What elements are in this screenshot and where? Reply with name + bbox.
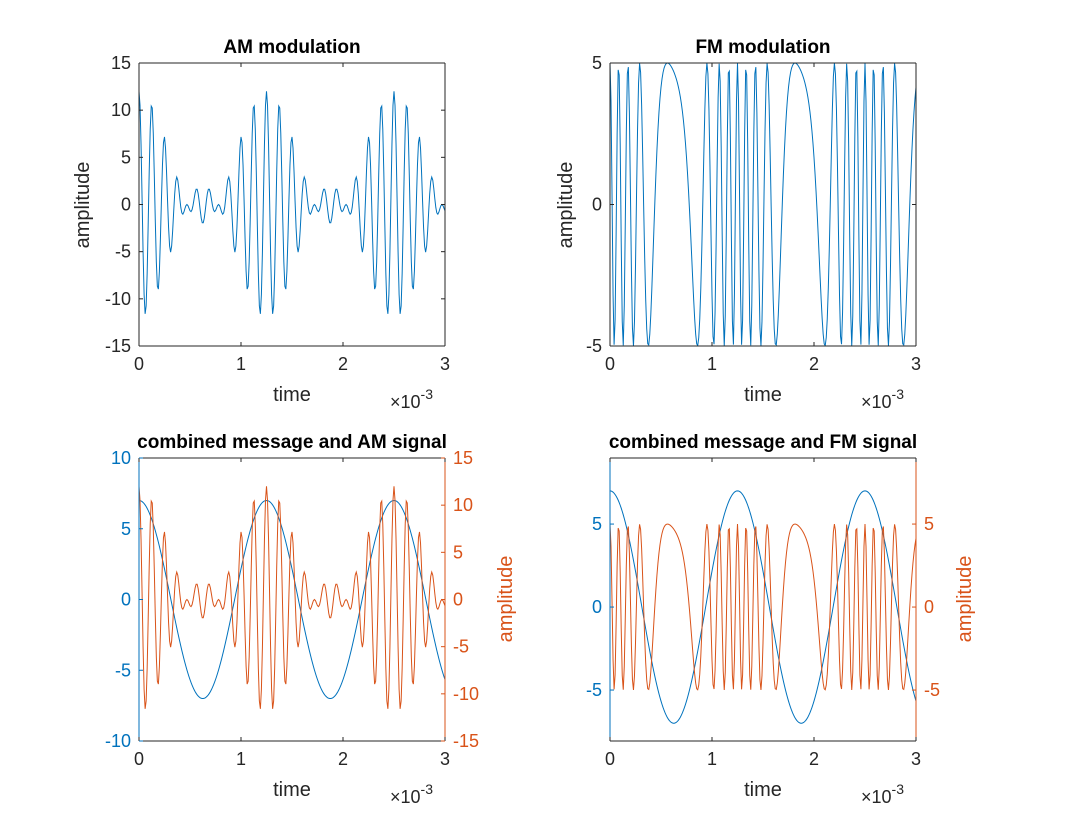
chart-title: FM modulation [695, 37, 830, 58]
x-axis-label: time [273, 779, 311, 801]
y-tick-label-right: 0 [453, 590, 463, 610]
y-tick-label-left: 5 [121, 147, 131, 167]
axes: 0 1 2 3 -10 -5 0 5 10 -15 -10 -5 0 5 10 15 [105, 448, 479, 769]
series-line-fm-signal [610, 63, 916, 346]
y-tick-label-left: 10 [111, 100, 131, 120]
y-tick-label-right: 15 [453, 448, 473, 468]
series-line-fm-signal [610, 523, 916, 691]
y-tick-label-right: -15 [453, 731, 479, 751]
x-axis-label: time [744, 384, 782, 406]
y-tick-label-left: 0 [121, 590, 131, 610]
chart-title: AM modulation [223, 37, 360, 58]
plot-area [610, 490, 916, 724]
y-tick-label-left: -5 [115, 660, 131, 680]
x-exponent-base: ×10 [861, 787, 892, 807]
y-tick-label-right: 0 [924, 597, 934, 617]
series-line-message [139, 499, 445, 700]
axes: 0 1 2 3 -5 0 5 -5 0 5 [586, 457, 940, 769]
y-tick-label-right: -5 [453, 637, 469, 657]
x-tick-label: 0 [605, 354, 615, 374]
x-exponent-base: ×10 [390, 787, 421, 807]
x-exponent-label: ×10-3 [861, 781, 904, 807]
subplot-am: AM modulation 0 1 2 3 -15 -10 -5 0 5 10 15 time am… [72, 37, 450, 412]
y-tick-label-left: -5 [586, 680, 602, 700]
x-tick-label: 3 [440, 749, 450, 769]
y-tick-label-right: 10 [453, 495, 473, 515]
y-tick-label-left: 15 [111, 53, 131, 73]
x-tick-label: 3 [911, 749, 921, 769]
y-tick-label-right: -10 [453, 684, 479, 704]
x-tick-label: 3 [911, 354, 921, 374]
y-tick-label-left: 0 [121, 195, 131, 215]
x-exponent-label: ×10-3 [390, 781, 433, 807]
x-tick-label: 2 [338, 354, 348, 374]
series-line-message [610, 490, 916, 724]
y-axis-label: amplitude [72, 162, 94, 249]
x-exponent-label: ×10-3 [390, 386, 433, 412]
plot-area [139, 486, 445, 709]
x-tick-label: 0 [605, 749, 615, 769]
y-tick-label-left: -10 [105, 731, 131, 751]
x-tick-label: 0 [134, 354, 144, 374]
y-tick-label-left: -5 [586, 336, 602, 356]
x-exponent-power: -3 [892, 386, 905, 402]
plot-area [139, 91, 445, 314]
y-tick-label-right: 5 [453, 542, 463, 562]
plot-area [610, 63, 916, 346]
y-tick-label-left: 5 [592, 53, 602, 73]
x-exponent-label: ×10-3 [861, 386, 904, 412]
x-axis-label: time [273, 384, 311, 406]
x-tick-label: 2 [809, 749, 819, 769]
chart-title: combined message and FM signal [609, 432, 917, 453]
x-tick-label: 1 [707, 749, 717, 769]
x-tick-label: 1 [236, 749, 246, 769]
y-tick-label-left: -10 [105, 289, 131, 309]
y-tick-label-right: 5 [924, 514, 934, 534]
x-tick-label: 2 [809, 354, 819, 374]
y-axis-label-right: amplitude [495, 556, 517, 643]
series-line-am-signal [139, 91, 445, 314]
x-tick-label: 1 [707, 354, 717, 374]
axes: 0 1 2 3-505 [586, 53, 921, 374]
axes: 0 1 2 3 -15 -10 -5 0 5 10 15 [105, 53, 450, 374]
x-tick-label: 1 [236, 354, 246, 374]
x-tick-label: 2 [338, 749, 348, 769]
x-exponent-base: ×10 [861, 392, 892, 412]
chart-title: combined message and AM signal [137, 432, 447, 453]
series-line-am-signal [139, 486, 445, 709]
x-tick-label: 0 [134, 749, 144, 769]
y-tick-label-left: -5 [115, 242, 131, 262]
x-exponent-power: -3 [421, 781, 434, 797]
y-tick-label-right: -5 [924, 680, 940, 700]
x-exponent-base: ×10 [390, 392, 421, 412]
x-exponent-power: -3 [421, 386, 434, 402]
subplot-fm-combined: combined message and FM signal 0 1 2 3 -5 0 5 -… [586, 432, 976, 807]
y-tick-label-left: -15 [105, 336, 131, 356]
subplot-fm: FM modulation 0 1 2 3-505 time amplitude ×1… [555, 37, 921, 412]
x-exponent-power: -3 [892, 781, 905, 797]
y-axis-label: amplitude [555, 162, 577, 249]
y-tick-label-left: 5 [592, 514, 602, 534]
subplot-am-combined: combined message and AM signal 0 1 2 3 -10 -5… [105, 432, 517, 807]
y-axis-label-right: amplitude [954, 556, 976, 643]
x-tick-label: 3 [440, 354, 450, 374]
x-axis-label: time [744, 779, 782, 801]
y-tick-label-left: 0 [592, 597, 602, 617]
y-tick-label-left: 10 [111, 448, 131, 468]
y-tick-label-left: 0 [592, 195, 602, 215]
y-tick-label-left: 5 [121, 519, 131, 539]
